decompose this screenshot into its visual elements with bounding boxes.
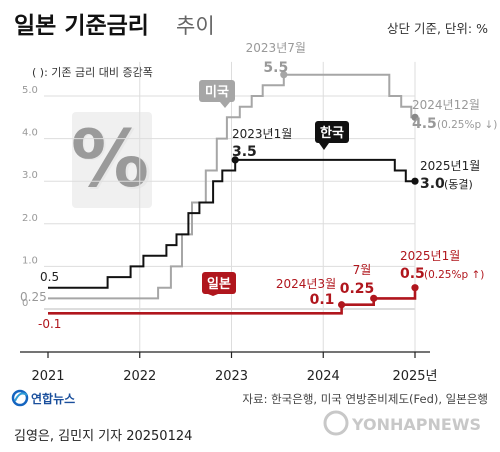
kr-last-value: 3.0 <box>420 176 445 192</box>
badge-tail <box>208 294 218 296</box>
jp-second-value: 0.25 <box>340 281 375 297</box>
y-axis-ticks: 0 1.0 2.0 3.0 4.0 5.0 <box>22 85 38 309</box>
jp-last-value: 0.5 <box>400 266 425 282</box>
x-tick-label: 2023 <box>215 369 248 384</box>
unit-label: 상단 기준, 단위: % <box>387 21 488 36</box>
jp-last-delta: (0.25%p ↑) <box>424 269 484 281</box>
y-tick-label: 4.0 <box>22 128 38 139</box>
series-badge-korea: 한국 <box>315 121 349 150</box>
us-last-delta: (0.25%p ↓) <box>437 119 497 131</box>
y-tick-label: 5.0 <box>22 85 38 96</box>
badge-box <box>315 121 349 143</box>
y-tick-label: 0 <box>22 298 28 309</box>
badge-tail <box>220 102 230 108</box>
data-point <box>370 294 378 302</box>
badge-tail <box>319 143 329 150</box>
chart-title-light: 추이 <box>176 14 215 38</box>
x-tick-label: 2025년 <box>392 369 437 384</box>
svg-text:%: % <box>71 115 149 205</box>
us-last-date: 2024년12월 <box>412 98 480 112</box>
series-line <box>48 73 415 300</box>
byline: 김영은, 김민지 기자 20250124 <box>14 429 192 444</box>
us-last-value: 4.5 <box>412 116 437 132</box>
series-lines <box>48 73 417 315</box>
jp-last-date: 2025년1월 <box>400 249 460 263</box>
svg-text:%: % <box>72 114 152 207</box>
y-tick-label: 3.0 <box>22 170 38 181</box>
y-tick-label: 1.0 <box>22 255 38 266</box>
us-start-value: 0.25 <box>20 290 47 304</box>
y-tick-label: 2.0 <box>22 213 38 224</box>
x-tick-label: 2024 <box>307 369 340 384</box>
jp-first-date: 2024년3월 <box>276 277 336 291</box>
badge-box <box>202 272 236 294</box>
yonhap-logo-icon <box>11 389 29 407</box>
x-tick-label: 2021 <box>31 369 64 384</box>
jp-second-date: 7월 <box>353 263 372 277</box>
source-text: 자료: 한국은행, 미국 연방준비제도(Fed), 일본은행 <box>242 392 488 406</box>
kr-last-delta: (동결) <box>444 178 473 191</box>
data-point <box>338 301 346 309</box>
legend-note: ( ): 기존 금리 대비 증감폭 <box>32 66 153 79</box>
series-label: 일본 <box>207 277 231 292</box>
series-label: 미국 <box>205 84 229 100</box>
series-line <box>48 287 417 315</box>
kr-start-value: 0.5 <box>40 270 59 284</box>
logo-left-text: 연합뉴스 <box>31 391 75 406</box>
badge-box <box>199 80 235 102</box>
data-point <box>411 177 419 185</box>
yonhap-watermark: YONHAPNEWS <box>323 410 481 436</box>
data-point <box>231 156 239 164</box>
series-line <box>48 158 415 289</box>
jp-first-value: 0.1 <box>310 292 335 308</box>
x-tick-label: 2022 <box>123 369 156 384</box>
data-point <box>411 284 419 292</box>
us-peak-date: 2023년7월 <box>246 41 306 55</box>
logo-right-text: YONHAPNEWS <box>351 415 481 434</box>
series-badge-japan: 일본 <box>202 272 236 296</box>
chart-title: 일본 기준금리 <box>14 13 149 39</box>
grid-lines <box>44 61 416 352</box>
data-point <box>411 113 419 121</box>
us-peak-value: 5.5 <box>263 60 288 76</box>
kr-peak-date: 2023년1월 <box>232 127 292 141</box>
kr-peak-value: 3.5 <box>232 144 257 160</box>
series-label: 한국 <box>320 125 344 141</box>
data-point <box>280 71 288 79</box>
jp-start-value: -0.1 <box>38 317 61 331</box>
kr-last-date: 2025년1월 <box>420 159 480 173</box>
x-axis: 2021 2022 2023 2024 2025년 <box>20 351 438 384</box>
percent-icon: % % <box>71 112 152 208</box>
series-badge-us: 미국 <box>199 80 235 108</box>
